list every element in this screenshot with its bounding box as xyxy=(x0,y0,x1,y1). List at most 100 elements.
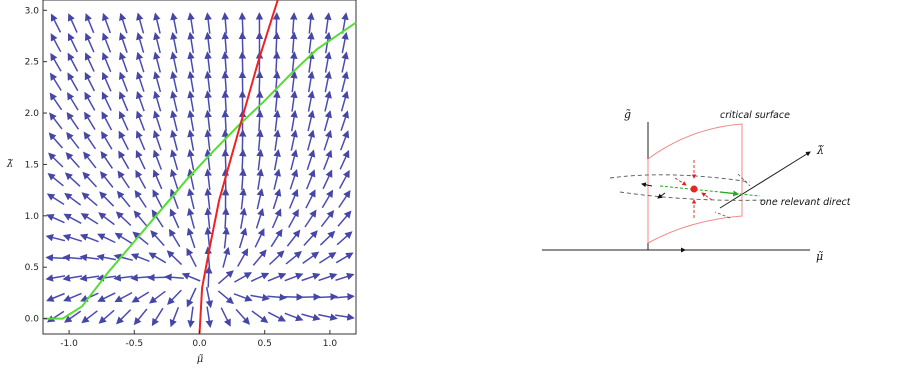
stream-arrow xyxy=(285,251,302,265)
stream-arrow xyxy=(255,70,264,93)
stream-arrow xyxy=(306,149,316,171)
stream-arrow xyxy=(98,212,115,226)
stream-arrow xyxy=(118,150,130,170)
x-tick-label: -1.0 xyxy=(60,339,78,349)
stream-plot: -1.0 -0.5 0.0 0.5 1.0 0.00.51.01.52.02.53.0 … xyxy=(6,0,357,365)
stream-arrow xyxy=(273,149,281,171)
stream-arrow xyxy=(238,31,247,54)
stream-arrow xyxy=(237,248,249,267)
stream-arrow xyxy=(205,265,213,288)
stream-arrow xyxy=(187,306,195,328)
stream-arrow xyxy=(187,129,195,151)
stream-arrow xyxy=(204,207,212,229)
stream-arrow xyxy=(101,111,113,131)
stream-arrow xyxy=(220,307,231,327)
stream-arrow xyxy=(153,71,162,93)
stream-arrow xyxy=(221,70,230,93)
stream-arrow xyxy=(204,109,212,132)
stream-arrow xyxy=(67,52,79,72)
stream-arrow xyxy=(97,292,116,302)
stream-arrow xyxy=(306,129,316,151)
stream-arrow xyxy=(170,31,178,54)
stream-arrow xyxy=(167,289,182,305)
stream-arrow xyxy=(238,129,247,151)
stream-arrow xyxy=(153,32,161,54)
stream-arrow xyxy=(136,71,145,92)
stream-arrow xyxy=(239,187,247,210)
stream-arrow xyxy=(288,208,299,228)
stream-arrow xyxy=(187,168,195,190)
stream-arrow xyxy=(338,169,350,189)
stream-arrow xyxy=(305,189,316,209)
stream-arrow xyxy=(286,229,301,247)
stream-arrow xyxy=(81,192,98,207)
stream-arrow xyxy=(272,51,281,73)
stream-arrow xyxy=(318,252,337,264)
stream-arrow xyxy=(62,253,83,262)
stream-arrow xyxy=(186,247,197,268)
stream-arrow xyxy=(64,310,82,323)
stream-arrow xyxy=(135,169,147,189)
stream-arrow xyxy=(48,152,64,168)
stream-arrow xyxy=(222,226,230,249)
stream-arrow xyxy=(221,207,230,230)
stream-arrow xyxy=(335,252,354,264)
stream-arrow xyxy=(340,90,349,112)
stream-arrow xyxy=(152,169,163,190)
stream-arrow xyxy=(83,151,97,169)
stream-arrow xyxy=(290,109,298,132)
stream-arrow xyxy=(131,291,150,303)
stream-arrow xyxy=(289,168,299,190)
stream-arrow xyxy=(153,51,162,73)
stream-arrow xyxy=(136,32,145,53)
stream-arrow xyxy=(221,51,229,73)
stream-arrow xyxy=(170,51,178,73)
stream-arrow xyxy=(204,70,212,93)
stream-arrow xyxy=(134,189,147,208)
stream-arrow xyxy=(130,273,150,282)
stream-arrow xyxy=(45,234,66,242)
stream-arrow xyxy=(50,13,62,33)
stream-arrow xyxy=(238,12,247,34)
stream-arrow xyxy=(135,90,145,112)
separatrix-curves xyxy=(43,0,357,335)
stream-arrow xyxy=(136,51,145,73)
stream-arrow xyxy=(204,51,212,73)
stream-arrow xyxy=(84,91,96,111)
stream-arrow xyxy=(324,90,332,112)
stream-arrow xyxy=(150,230,165,247)
stream-arrow xyxy=(96,274,117,282)
stream-arrow xyxy=(221,12,230,34)
stream-arrow xyxy=(166,250,183,266)
stream-arrow xyxy=(336,231,353,246)
stream-arrow xyxy=(47,172,64,187)
stream-arrow xyxy=(130,253,150,262)
stream-arrow xyxy=(273,109,281,132)
stream-arrow xyxy=(186,227,196,249)
stream-arrow xyxy=(204,187,212,210)
stream-arrow xyxy=(290,129,298,151)
x-axis-label: μ̃ xyxy=(197,354,204,365)
stream-arrow xyxy=(187,51,195,73)
stream-arrow xyxy=(136,12,145,34)
stream-arrow xyxy=(153,110,162,132)
y-axis-label: λ̃ xyxy=(6,159,13,170)
stream-arrow xyxy=(151,209,164,228)
stream-arrow xyxy=(335,293,355,301)
stream-arrow xyxy=(267,272,287,282)
stream-arrow xyxy=(116,190,131,208)
stream-arrow xyxy=(50,52,62,72)
stream-arrow xyxy=(82,171,98,188)
stream-arrow xyxy=(98,309,115,324)
stream-arrow xyxy=(99,191,115,207)
relevant-direction-label: one relevant direction xyxy=(760,197,850,208)
x-tick-label: 0.5 xyxy=(258,339,272,349)
stream-arrow xyxy=(204,12,212,34)
stream-arrow xyxy=(289,12,298,34)
stream-arrow xyxy=(181,272,201,282)
stream-arrow xyxy=(250,272,270,282)
stream-arrow xyxy=(187,70,195,93)
stream-arrow xyxy=(239,168,247,190)
stream-arrow xyxy=(64,192,82,206)
stream-arrow xyxy=(221,148,230,171)
